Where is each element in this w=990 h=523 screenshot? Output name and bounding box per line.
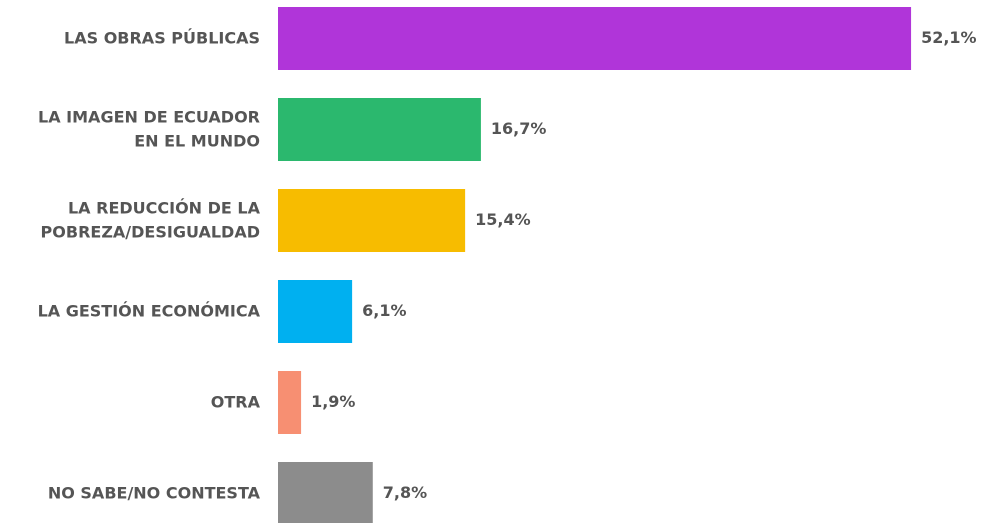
value-label: 52,1% — [921, 28, 977, 47]
bar — [278, 98, 481, 161]
category-label: OTRA — [211, 392, 261, 411]
value-label: 16,7% — [491, 119, 547, 138]
value-label: 7,8% — [383, 483, 427, 502]
value-label: 6,1% — [362, 301, 406, 320]
value-label: 1,9% — [311, 392, 355, 411]
category-label: NO SABE/NO CONTESTA — [48, 483, 261, 502]
category-label: LA IMAGEN DE ECUADOR EN EL MUNDO — [38, 107, 260, 150]
bar — [278, 462, 373, 523]
category-label: LAS OBRAS PÚBLICAS — [64, 28, 260, 47]
bar — [278, 7, 912, 70]
category-label: LA REDUCCIÓN DE LA POBREZA/DESIGUALDAD — [41, 198, 261, 241]
bar — [278, 189, 466, 252]
category-label: LA GESTIÓN ECONÓMICA — [38, 301, 261, 320]
bar — [278, 280, 353, 343]
bar — [278, 371, 302, 434]
value-label: 15,4% — [475, 210, 531, 229]
